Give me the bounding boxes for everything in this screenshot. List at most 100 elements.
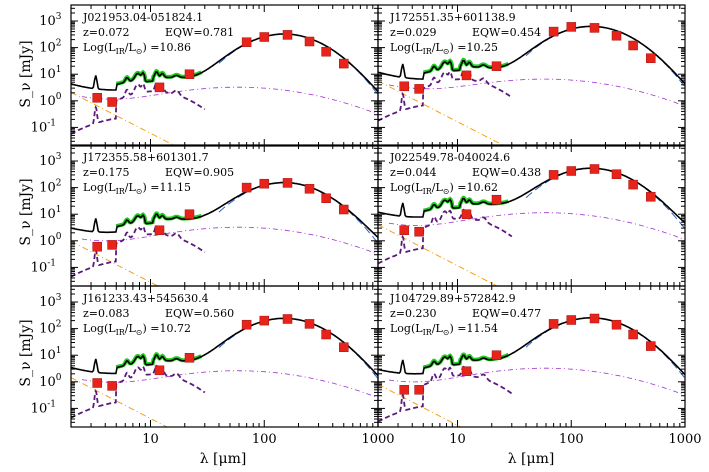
y-axis-label-row-3: S_ν [mJy]: [18, 319, 34, 386]
photometry-point: [414, 385, 424, 395]
sed-panel-3: 10-1 100 101 102 103 J172355.58+601301.7 z=0.1…: [31, 144, 379, 287]
redshift-label: z=0.072: [83, 26, 130, 39]
stellar-curve: [378, 383, 462, 427]
warm-dust-curve: [388, 367, 685, 396]
y-tick-label: 102: [39, 39, 61, 56]
redshift-label: z=0.044: [390, 166, 437, 179]
y-tick-label: 10-1: [31, 258, 56, 275]
photometry-point: [184, 209, 195, 219]
stellar-curve: [378, 80, 506, 146]
photometry-point: [259, 178, 270, 189]
photometry-point: [491, 61, 502, 71]
photometry-point: [461, 209, 472, 219]
stellar-curve: [378, 224, 499, 286]
photometry-point: [414, 226, 424, 237]
photometry-point: [461, 70, 472, 81]
photometry-point: [241, 319, 252, 330]
photometry-point: [154, 82, 165, 93]
x-tick-label: 1000: [361, 432, 394, 447]
y-tick-label: 103: [39, 152, 62, 169]
y-axis-label-row-1: S_ν [mJy]: [18, 40, 34, 107]
warm-dust-curve: [388, 212, 685, 241]
luminosity-label: Log(LIR/L⊙) =10.25: [390, 41, 498, 56]
y-tick-label: 102: [39, 179, 61, 196]
warm-dust-curve: [81, 86, 378, 115]
source-name: J172355.58+601301.7: [82, 151, 209, 164]
photometry-point: [241, 37, 252, 47]
source-name: J022549.78-040024.6: [389, 151, 510, 164]
photometry-point: [628, 179, 638, 190]
stellar-curve: [71, 377, 169, 427]
stellar-curve: [71, 240, 160, 286]
photometry-point: [611, 30, 622, 41]
photometry-point: [399, 385, 409, 395]
photometry-point: [414, 84, 424, 94]
photometry-point: [107, 381, 117, 391]
x-tick-label: 10: [449, 432, 466, 447]
luminosity-label: Log(LIR/L⊙) =10.72: [83, 322, 191, 337]
eqw-label: EQW=0.560: [165, 307, 234, 320]
y-tick-label: 101: [39, 65, 61, 82]
hot-dust-curve: [71, 364, 206, 419]
photometry-point: [321, 193, 331, 203]
photometry-point: [339, 58, 349, 69]
hot-dust-curve: [378, 69, 513, 122]
x-tick-label: 100: [252, 432, 277, 447]
x-tick-label: 1000: [668, 432, 701, 447]
photometry-point: [321, 329, 331, 340]
x-axis-label-left: λ [μm]: [200, 451, 247, 467]
photometry-point: [339, 204, 349, 215]
photometry-point: [589, 313, 600, 324]
photometry-point: [241, 182, 252, 193]
photometry-point: [589, 23, 600, 33]
warm-dust-curve: [81, 226, 378, 255]
y-tick-label: 10-1: [31, 118, 56, 135]
photometry-point: [566, 315, 577, 325]
photometry-point: [304, 319, 315, 329]
y-axis-label-row-2: S_ν [mJy]: [18, 178, 34, 245]
photometry-point: [611, 169, 622, 179]
photometry-point: [259, 32, 270, 42]
x-axis-label-right: λ [μm]: [508, 451, 555, 467]
x-tick-label: 100: [559, 432, 584, 447]
source-name: J104729.89+572842.9: [389, 292, 516, 305]
y-tick-label: 10-1: [31, 399, 56, 416]
eqw-label: EQW=0.905: [165, 166, 234, 179]
x-tick-label: 10: [142, 432, 159, 447]
luminosity-label: Log(LIR/L⊙) =11.54: [390, 322, 498, 337]
photometry-point: [399, 225, 409, 235]
hot-dust-curve: [378, 365, 513, 423]
source-name: J172551.35+601138.9: [389, 11, 516, 24]
eqw-label: EQW=0.477: [472, 307, 541, 320]
photometry-point: [491, 350, 502, 360]
photometry-point: [304, 184, 315, 194]
photometry-point: [548, 170, 559, 180]
y-tick-label: 101: [39, 346, 61, 363]
photometry-point: [92, 378, 102, 388]
y-tick-label: 100: [39, 232, 62, 249]
hot-dust-curve: [71, 81, 206, 135]
redshift-label: z=0.230: [390, 307, 437, 320]
photometry-point: [107, 240, 117, 250]
y-tick-label: 100: [39, 92, 62, 109]
photometry-point: [321, 46, 331, 57]
source-name: J021953.04-051824.1: [82, 11, 203, 24]
total-model-curve: [71, 33, 378, 92]
eqw-label: EQW=0.438: [472, 166, 541, 179]
photometry-point: [611, 319, 622, 330]
y-tick-label: 103: [39, 12, 62, 29]
photometry-point: [304, 36, 315, 47]
y-tick-label: 102: [39, 320, 61, 337]
redshift-label: z=0.083: [83, 307, 130, 320]
photometry-point: [92, 241, 102, 252]
eqw-label: EQW=0.781: [165, 26, 234, 39]
photometry-point: [184, 353, 195, 363]
photometry-point: [628, 329, 638, 340]
y-tick-label: 100: [39, 373, 62, 390]
stellar-curve: [71, 91, 177, 146]
total-model-curve: [378, 25, 685, 85]
warm-dust-curve: [81, 370, 378, 399]
photometry-point: [107, 97, 117, 107]
y-tick-label: 103: [39, 293, 62, 310]
photometry-point: [646, 341, 656, 351]
